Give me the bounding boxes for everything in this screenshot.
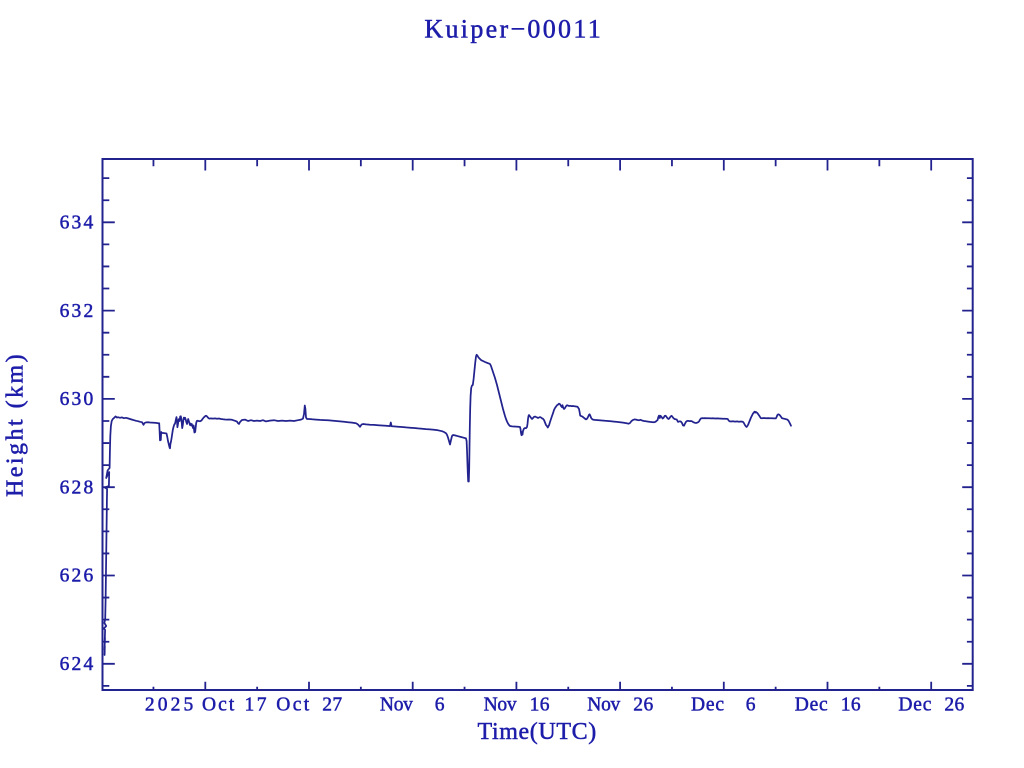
svg-text:Nov: Nov bbox=[587, 695, 620, 716]
svg-text:Dec: Dec bbox=[898, 695, 931, 716]
svg-text:6: 6 bbox=[746, 695, 756, 716]
svg-text:Dec: Dec bbox=[795, 695, 828, 716]
svg-text:16: 16 bbox=[841, 695, 861, 716]
svg-text:Nov: Nov bbox=[380, 695, 413, 716]
svg-text:6: 6 bbox=[435, 695, 445, 716]
svg-text:Oct: Oct bbox=[202, 695, 235, 716]
svg-text:628: 628 bbox=[60, 477, 94, 498]
svg-text:27: 27 bbox=[322, 695, 342, 716]
svg-text:632: 632 bbox=[60, 301, 94, 322]
svg-text:Oct: Oct bbox=[276, 695, 310, 716]
svg-text:Dec: Dec bbox=[691, 695, 724, 716]
svg-text:624: 624 bbox=[60, 654, 94, 675]
svg-text:Time(UTC): Time(UTC) bbox=[478, 719, 597, 745]
svg-text:Kuiper−00011: Kuiper−00011 bbox=[424, 15, 600, 44]
svg-text:630: 630 bbox=[60, 389, 94, 410]
svg-text:Nov: Nov bbox=[484, 695, 517, 716]
svg-text:626: 626 bbox=[60, 566, 94, 587]
svg-text:26: 26 bbox=[944, 695, 964, 716]
svg-text:634: 634 bbox=[60, 213, 94, 234]
svg-text:26: 26 bbox=[633, 695, 653, 716]
svg-text:Height (km): Height (km) bbox=[3, 354, 29, 497]
svg-text:16: 16 bbox=[530, 695, 550, 716]
